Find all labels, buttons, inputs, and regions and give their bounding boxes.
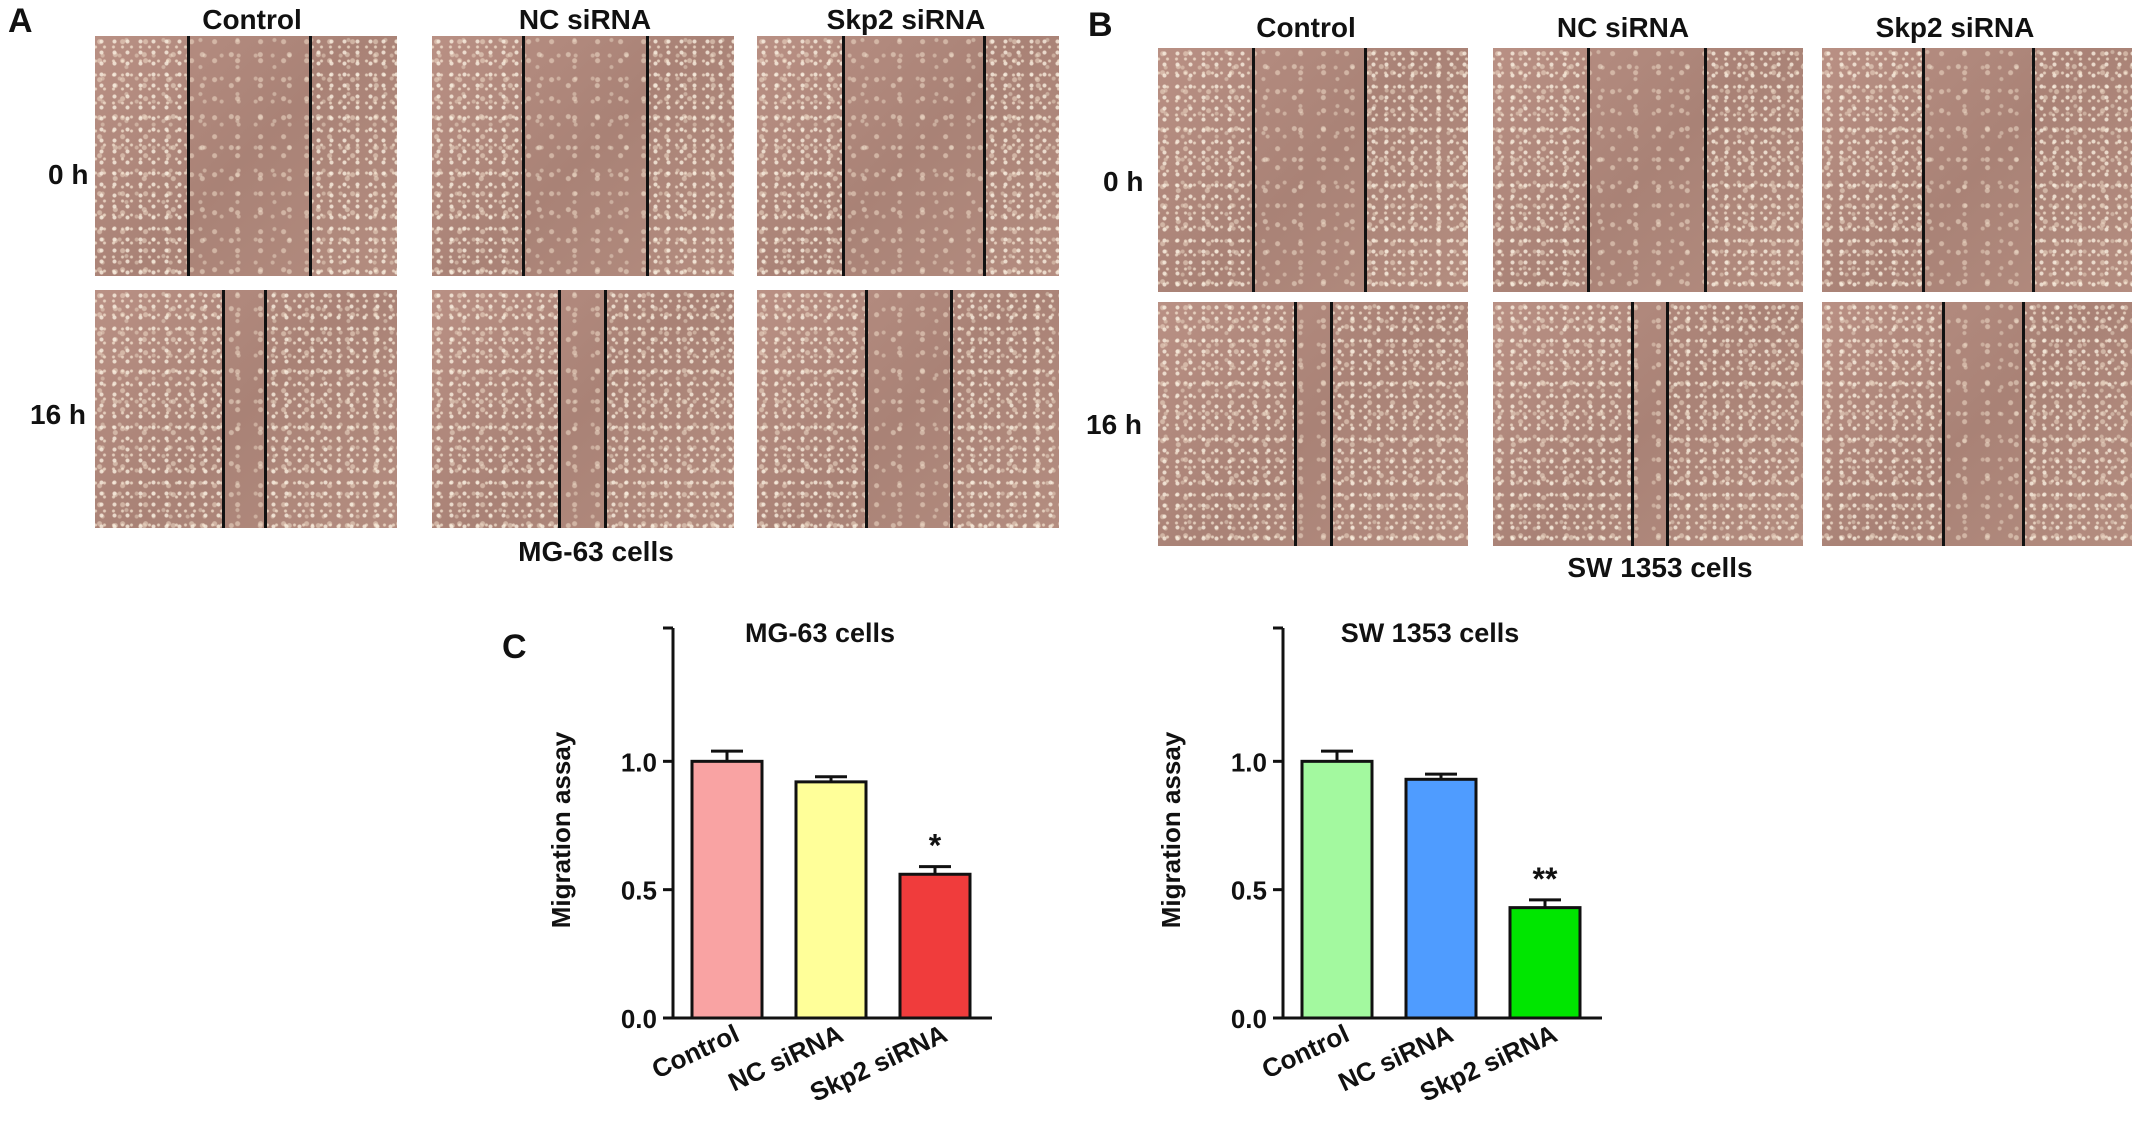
micrograph-a-skp2-0h (757, 36, 1059, 276)
column-label-nc-a: NC siRNA (518, 4, 652, 35)
chart-title: SW 1353 cells (1341, 618, 1520, 648)
caption-a: MG-63 cells (518, 536, 674, 567)
row-label-16h-b: 16 h (1086, 409, 1143, 440)
y-tick-label: 1.0 (621, 747, 657, 777)
y-tick-label: 0.5 (1231, 876, 1267, 906)
bar-skp2-sirna (1508, 906, 1582, 1020)
panel-letter-a: A (8, 2, 33, 40)
column-label-control-a: Control (202, 4, 302, 35)
micrograph-a-nc-16h (432, 290, 734, 528)
micrograph-b-nc-0h (1493, 48, 1803, 292)
row-label-0h-b: 0 h (1103, 166, 1144, 197)
y-axis-label: Migration assay (546, 731, 576, 928)
micrograph-a-nc-0h (432, 36, 734, 276)
y-tick-label: 0.0 (1231, 1004, 1267, 1034)
bar-nc-sirna (1404, 777, 1478, 1020)
panel-letter-c: C (502, 628, 527, 666)
panel-letter-b: B (1088, 6, 1113, 44)
column-label-skp2-b: Skp2 siRNA (1875, 12, 2035, 43)
y-tick-label: 0.5 (621, 876, 657, 906)
column-label-nc-b: NC siRNA (1556, 12, 1690, 43)
significance-marker: * (929, 828, 942, 864)
row-label-0h-a: 0 h (48, 159, 89, 190)
micrograph-b-skp2-0h (1822, 48, 2132, 292)
chart-title: MG-63 cells (745, 618, 895, 648)
y-tick-label: 1.0 (1231, 747, 1267, 777)
micrograph-b-skp2-16h (1822, 302, 2132, 546)
y-tick-label: 0.0 (621, 1004, 657, 1034)
micrograph-b-control-0h (1158, 48, 1468, 292)
significance-marker: ** (1533, 861, 1558, 897)
micrograph-a-control-0h (95, 36, 397, 276)
column-label-skp2-a: Skp2 siRNA (826, 4, 986, 35)
micrograph-b-control-16h (1158, 302, 1468, 546)
bar-skp2-sirna (898, 872, 972, 1020)
bar-control (690, 759, 764, 1020)
row-label-16h-a: 16 h (30, 399, 87, 430)
caption-b: SW 1353 cells (1567, 552, 1753, 583)
column-label-control-b: Control (1256, 12, 1356, 43)
bar-nc-sirna (794, 780, 868, 1020)
micrograph-a-control-16h (95, 290, 397, 528)
micrograph-b-nc-16h (1493, 302, 1803, 546)
y-axis-label: Migration assay (1156, 731, 1186, 928)
bar-control (1300, 759, 1374, 1020)
micrograph-a-skp2-16h (757, 290, 1059, 528)
